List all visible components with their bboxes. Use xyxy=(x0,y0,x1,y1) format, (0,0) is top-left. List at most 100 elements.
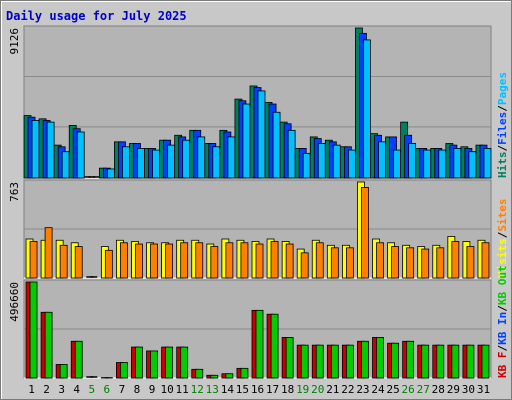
x-tick-label-10: 10 xyxy=(160,383,173,396)
x-tick-label-6: 6 xyxy=(104,383,111,396)
bar-pages-day-3 xyxy=(61,151,70,179)
x-tick-label-7: 7 xyxy=(119,383,126,396)
x-tick-label-19: 19 xyxy=(296,383,309,396)
bar-pages-day-29 xyxy=(453,148,462,179)
x-tick-label-12: 12 xyxy=(191,383,204,396)
bar-pages-day-15 xyxy=(242,103,251,179)
bar-sites-day-15 xyxy=(240,242,249,279)
x-tick-label-28: 28 xyxy=(432,383,445,396)
bar-pages-day-23 xyxy=(363,39,371,179)
bar-pages-day-25 xyxy=(393,149,401,179)
bar-kb-out-day-21 xyxy=(330,344,339,379)
bar-kb-out-day-26 xyxy=(406,340,415,379)
bar-kb-out-day-9 xyxy=(150,350,158,379)
bar-sites-day-11 xyxy=(180,242,189,279)
x-axis-labels: 1 2 3 4 5 6 7 8 9 10 11 12 13 14 15 16 17 18 19 20 21 22 23 24 2… xyxy=(28,383,490,396)
bar-sites-day-18 xyxy=(285,243,294,279)
x-tick-label-24: 24 xyxy=(371,383,385,396)
bar-kb-out-day-16 xyxy=(255,309,264,379)
bar-pages-day-10 xyxy=(167,144,176,179)
bar-pages-day-8 xyxy=(137,148,145,179)
bar-sites-day-31 xyxy=(481,242,490,279)
bar-kb-out-day-14 xyxy=(225,373,234,379)
bar-pages-day-12 xyxy=(197,136,206,179)
legend-entry-2: Sites xyxy=(496,199,509,232)
bar-pages-day-9 xyxy=(152,149,160,179)
chart-panels: 9126Hits/Files/Pages763Visits/Sites49666… xyxy=(8,25,509,379)
bar-pages-day-13 xyxy=(212,146,221,179)
bar-sites-day-20 xyxy=(315,242,324,279)
bar-sites-day-7 xyxy=(120,242,128,279)
bar-sites-day-6 xyxy=(104,249,113,279)
bar-sites-day-2 xyxy=(44,227,53,279)
bar-sites-day-10 xyxy=(165,243,174,279)
legend-entry-3: / xyxy=(496,305,509,312)
bar-pages-day-17 xyxy=(272,111,281,179)
bar-sites-day-4 xyxy=(74,246,83,279)
bar-kb-out-day-17 xyxy=(270,313,279,379)
legend-entry-1: / xyxy=(496,345,509,352)
x-tick-label-14: 14 xyxy=(221,383,235,396)
bar-kb-out-day-11 xyxy=(180,346,189,379)
bar-kb-out-day-29 xyxy=(451,344,460,379)
bar-sites-day-27 xyxy=(421,248,430,279)
bar-pages-day-11 xyxy=(182,139,191,179)
bar-kb-out-day-28 xyxy=(436,344,445,379)
x-tick-label-5: 5 xyxy=(88,383,95,396)
bar-sites-day-28 xyxy=(436,247,445,279)
legend-entry-2: Files xyxy=(496,112,509,145)
bar-kb-out-day-10 xyxy=(165,346,174,379)
bar-kb-out-day-18 xyxy=(285,337,294,379)
x-tick-label-31: 31 xyxy=(477,383,490,396)
x-tick-label-23: 23 xyxy=(356,383,369,396)
bar-sites-day-14 xyxy=(225,242,234,279)
bar-pages-day-2 xyxy=(46,121,55,179)
panel-legend: Visits/Sites xyxy=(496,199,509,279)
bar-sites-day-25 xyxy=(391,246,399,279)
bar-sites-day-16 xyxy=(255,243,264,279)
x-tick-label-26: 26 xyxy=(402,383,415,396)
bar-kb-out-day-7 xyxy=(120,362,128,379)
legend-entry-0: Visits xyxy=(496,238,509,278)
x-tick-label-15: 15 xyxy=(236,383,249,396)
bar-kb-out-day-12 xyxy=(195,368,204,379)
bar-pages-day-6 xyxy=(106,168,115,179)
x-tick-label-16: 16 xyxy=(251,383,264,396)
legend-entry-4: KB Out xyxy=(496,265,509,305)
panel-2: 763 Visits/Sites xyxy=(8,179,509,279)
panel-max-label: 9126 xyxy=(8,28,21,55)
x-tick-label-25: 25 xyxy=(386,383,399,396)
bar-kb-out-day-3 xyxy=(59,364,68,379)
x-tick-label-11: 11 xyxy=(176,383,189,396)
bar-sites-day-17 xyxy=(270,241,279,279)
bar-pages-day-27 xyxy=(423,149,432,179)
legend-entry-0: Hits xyxy=(496,152,509,179)
bar-pages-day-26 xyxy=(408,143,417,179)
bar-pages-day-18 xyxy=(287,129,296,179)
bar-pages-day-19 xyxy=(302,152,311,179)
x-tick-label-4: 4 xyxy=(73,383,80,396)
bar-kb-out-day-4 xyxy=(74,340,83,379)
legend-entry-2: KB In xyxy=(496,312,509,345)
chart-title: Daily usage for July 2025 xyxy=(6,9,187,23)
bar-sites-day-24 xyxy=(376,242,384,279)
x-tick-label-3: 3 xyxy=(58,383,65,396)
bar-sites-day-13 xyxy=(210,246,219,279)
x-tick-label-30: 30 xyxy=(462,383,475,396)
bar-kb-out-day-20 xyxy=(315,344,324,379)
bar-sites-day-12 xyxy=(195,242,204,279)
x-tick-label-22: 22 xyxy=(341,383,354,396)
bar-pages-day-4 xyxy=(76,131,85,179)
bar-kb-out-day-13 xyxy=(210,374,219,379)
bar-pages-day-16 xyxy=(257,90,266,179)
bar-kb-out-day-24 xyxy=(376,337,384,379)
bar-pages-day-21 xyxy=(332,144,341,179)
panel-legend: KB F/KB In/KB Out xyxy=(496,265,509,378)
bar-sites-day-22 xyxy=(345,247,354,279)
bar-kb-out-day-31 xyxy=(481,344,490,379)
bar-kb-out-day-23 xyxy=(361,340,369,379)
x-tick-label-21: 21 xyxy=(326,383,339,396)
